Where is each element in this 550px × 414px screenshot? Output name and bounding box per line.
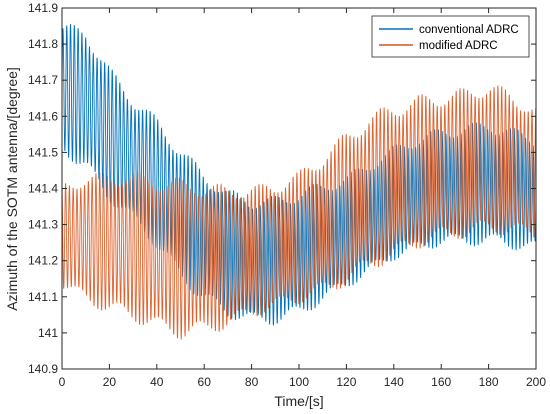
y-tick-label: 141.6 bbox=[28, 109, 58, 123]
x-tick-label: 180 bbox=[479, 375, 499, 389]
x-tick-label: 60 bbox=[198, 375, 212, 389]
y-tick-label: 141.5 bbox=[28, 145, 58, 159]
x-tick-label: 40 bbox=[150, 375, 164, 389]
tick-labels: 0 20 40 60 80 100 120 140 160 180 200 140.9 141 141.1… bbox=[28, 1, 546, 389]
y-tick-label: 141.1 bbox=[28, 290, 58, 304]
y-tick-label: 141.2 bbox=[28, 254, 58, 268]
legend-box bbox=[371, 15, 530, 58]
y-tick-label: 141.3 bbox=[28, 218, 58, 232]
y-tick-label: 140.9 bbox=[28, 362, 58, 376]
legend: conventional ADRC modified ADRC bbox=[371, 15, 530, 58]
x-tick-label: 20 bbox=[103, 375, 117, 389]
x-tick-label: 80 bbox=[245, 375, 259, 389]
legend-label-conventional-adrc: conventional ADRC bbox=[419, 24, 519, 36]
x-tick-label: 160 bbox=[431, 375, 451, 389]
x-axis-label: Time/[s] bbox=[274, 393, 323, 409]
x-tick-label: 140 bbox=[384, 375, 404, 389]
legend-label-modified-adrc: modified ADRC bbox=[419, 40, 498, 52]
x-tick-label: 120 bbox=[336, 375, 356, 389]
ticks-layer bbox=[61, 7, 537, 370]
x-tick-label: 100 bbox=[289, 375, 309, 389]
x-tick-label: 200 bbox=[526, 375, 546, 389]
y-tick-label: 141.7 bbox=[28, 73, 58, 87]
series-line-modified-adrc bbox=[61, 85, 537, 340]
x-tick-label: 0 bbox=[59, 375, 66, 389]
y-tick-label: 141.4 bbox=[28, 182, 58, 196]
y-tick-label: 141 bbox=[38, 326, 58, 340]
y-tick-label: 141.8 bbox=[28, 37, 58, 51]
y-axis-label: Azimuth of the SOTM antenna/[degree] bbox=[4, 67, 20, 311]
series-layer bbox=[61, 24, 537, 340]
y-tick-label: 141.9 bbox=[28, 1, 58, 15]
